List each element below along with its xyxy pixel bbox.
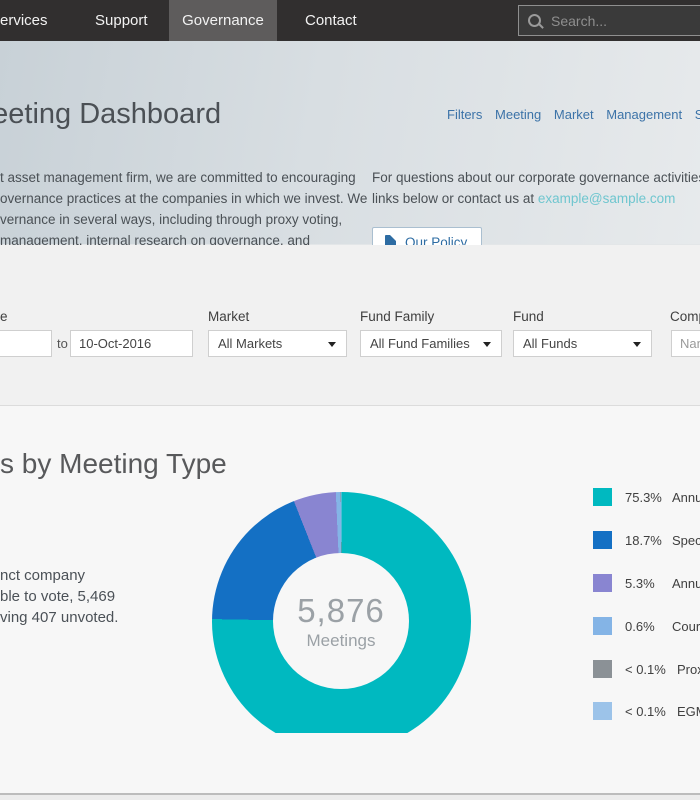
contact-paragraph: For questions about our corporate govern… xyxy=(372,167,700,209)
legend-pct: 18.7% xyxy=(625,532,662,548)
intro-line: overnance practices at the companies in … xyxy=(0,191,368,206)
date-range-label-fragment: e xyxy=(0,309,8,324)
link-management[interactable]: Management xyxy=(606,107,683,122)
legend-label: Annual xyxy=(672,489,700,505)
donut-center: 5,876 Meetings xyxy=(273,553,409,689)
legend-label: EGM/A xyxy=(677,703,700,719)
nav-item-support[interactable]: Support xyxy=(95,12,148,29)
donut-chart: 5,876 Meetings xyxy=(200,492,490,733)
legend-swatch-proxy xyxy=(593,660,612,678)
chart-annotation: nct company ble to vote, 5,469 ving 407 … xyxy=(0,565,118,628)
legend-pct: < 0.1% xyxy=(625,703,666,719)
fund-label: Fund xyxy=(513,309,544,324)
top-nav: Services Support Governance Contact xyxy=(0,0,700,41)
date-to-separator: to xyxy=(57,336,68,351)
page-bottom-divider xyxy=(0,793,700,800)
date-from-field[interactable] xyxy=(0,330,52,357)
link-filters[interactable]: Filters xyxy=(447,107,483,122)
nav-item-governance[interactable]: Governance xyxy=(169,0,277,41)
legend-swatch-annual xyxy=(593,488,612,506)
intro-line: t asset management firm, we are committe… xyxy=(0,170,356,185)
date-to-input[interactable] xyxy=(71,331,192,356)
legend-swatch-annual-special xyxy=(593,574,612,592)
legend-label: Court xyxy=(672,618,700,634)
chevron-down-icon xyxy=(633,342,641,347)
intro-line: vernance in several ways, including thro… xyxy=(0,212,343,227)
legend-swatch-court xyxy=(593,617,612,635)
document-icon xyxy=(385,235,396,249)
legend-row[interactable]: 18.7% Special xyxy=(593,531,700,549)
search-icon xyxy=(528,14,541,27)
contact-line: links below or contact us at example@sam… xyxy=(372,191,676,206)
annotation-line: ble to vote, 5,469 xyxy=(0,588,116,605)
nav-item-contact[interactable]: Contact xyxy=(305,12,357,29)
filter-bar: e to Market All Markets Fund Family All … xyxy=(0,245,700,406)
search-box[interactable] xyxy=(518,5,700,36)
page-title: Meeting Dashboard xyxy=(0,98,222,130)
legend-row[interactable]: < 0.1% Proxy xyxy=(593,660,700,678)
hero-anchor-links: Filters Meeting Market Management Sector xyxy=(447,107,700,122)
hero-band: Meeting Dashboard Filters Meeting Market… xyxy=(0,41,700,269)
search-input[interactable] xyxy=(549,11,693,30)
chart-title: s by Meeting Type xyxy=(0,448,227,479)
email-link[interactable]: example@sample.com xyxy=(537,191,676,206)
fund-family-label: Fund Family xyxy=(360,309,435,324)
link-sector[interactable]: Sector xyxy=(694,107,700,122)
company-label: Company xyxy=(670,309,700,324)
market-label: Market xyxy=(208,309,250,324)
legend-row[interactable]: < 0.1% EGM/A xyxy=(593,702,700,720)
legend-row[interactable]: 0.6% Court xyxy=(593,617,700,635)
legend-swatch-egm xyxy=(593,702,612,720)
fund-select[interactable]: All Funds xyxy=(513,330,652,357)
intro-paragraph: t asset management firm, we are committe… xyxy=(0,167,367,272)
annotation-line: ving 407 unvoted. xyxy=(0,609,119,626)
legend-label: Special xyxy=(672,532,700,548)
legend-pct: 5.3% xyxy=(625,575,655,591)
total-meetings-value: 5,876 xyxy=(297,591,385,629)
date-to-field[interactable] xyxy=(70,330,193,357)
company-field[interactable] xyxy=(671,330,700,357)
company-input[interactable] xyxy=(672,331,700,356)
annotation-line: nct company xyxy=(0,567,86,584)
intro-line: management, internal research on governa… xyxy=(0,233,310,248)
fund-family-select[interactable]: All Fund Families xyxy=(360,330,502,357)
meeting-type-chart-section: s by Meeting Type nct company ble to vot… xyxy=(0,406,700,793)
market-select[interactable]: All Markets xyxy=(208,330,347,357)
legend-swatch-special xyxy=(593,531,612,549)
nav-item-services[interactable]: Services xyxy=(0,12,48,29)
legend-row[interactable]: 75.3% Annual xyxy=(593,488,700,506)
chevron-down-icon xyxy=(328,342,336,347)
date-from-input[interactable] xyxy=(0,331,51,356)
total-meetings-label: Meetings xyxy=(306,630,376,650)
legend-pct: 0.6% xyxy=(625,618,655,634)
legend-row[interactable]: 5.3% Annual/ xyxy=(593,574,700,592)
chevron-down-icon xyxy=(483,342,491,347)
legend-pct: 75.3% xyxy=(625,489,662,505)
legend-pct: < 0.1% xyxy=(625,661,666,677)
link-meeting[interactable]: Meeting xyxy=(495,107,542,122)
legend-label: Proxy xyxy=(677,661,700,677)
legend-label: Annual/ xyxy=(672,575,700,591)
contact-line: For questions about our corporate govern… xyxy=(372,170,700,185)
link-market[interactable]: Market xyxy=(553,107,594,122)
